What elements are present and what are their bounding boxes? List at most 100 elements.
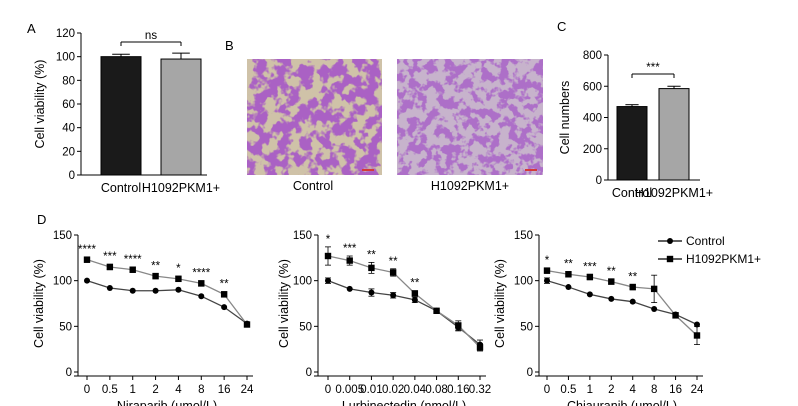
significance-label: ** (220, 279, 229, 291)
y-tick-label: 800 (583, 50, 602, 62)
series-line (546, 269, 698, 336)
x-axis-title: Lurbinectedin (nmol/L) (342, 399, 466, 406)
y-tick-label: 150 (293, 230, 312, 242)
data-point-pkm1 (455, 322, 462, 329)
data-point-control (629, 298, 636, 305)
data-point-control (175, 286, 182, 293)
bar (100, 56, 142, 176)
y-tick-label: 50 (299, 321, 312, 333)
data-point-control (198, 293, 205, 300)
y-axis-title: Cell viability (%) (493, 259, 507, 348)
data-point-pkm1 (672, 312, 679, 319)
legend-label: Control (686, 234, 725, 248)
series-line (86, 259, 248, 325)
y-axis-title: Cell viability (%) (277, 259, 291, 348)
x-tick-label: 0 (544, 384, 550, 396)
data-point-pkm1 (608, 278, 615, 285)
significance-label: **** (78, 244, 96, 256)
y-axis-title: Cell viability (%) (32, 259, 46, 348)
data-point-pkm1 (152, 272, 159, 280)
data-point-pkm1 (198, 280, 205, 287)
y-tick-label: 100 (514, 276, 533, 288)
data-point-pkm1 (629, 283, 636, 291)
significance-label: ** (628, 271, 637, 283)
data-point-control (325, 277, 331, 284)
micrograph-control (247, 59, 382, 175)
x-tick-label: 0.02 (382, 384, 404, 396)
bar (658, 88, 690, 181)
y-tick-label: 100 (53, 276, 72, 288)
micrograph-label-pkm1: H1092PKM1+ (431, 179, 509, 193)
x-axis-title: Chiauranib (μmol/L) (567, 399, 677, 406)
significance-label: **** (192, 268, 210, 280)
y-tick-label: 0 (527, 367, 533, 379)
y-tick-label: 50 (520, 321, 533, 333)
data-point-pkm1 (324, 252, 332, 260)
panel-d-letter: D (37, 212, 46, 227)
data-point-control (221, 304, 228, 311)
data-point-control (152, 287, 159, 294)
y-tick-label: 100 (293, 276, 312, 288)
x-tick-label: 24 (241, 384, 254, 396)
panel-c-letter: C (557, 19, 566, 34)
significance-label: * (176, 263, 181, 275)
series-line (546, 280, 698, 326)
data-point-pkm1 (543, 267, 551, 274)
legend-label: H1092PKM1+ (686, 252, 761, 266)
data-point-pkm1 (693, 332, 701, 339)
significance-label: ** (564, 259, 573, 271)
y-tick-label: 60 (62, 99, 75, 111)
y-tick-label: 50 (59, 321, 72, 333)
y-tick-label: 200 (583, 144, 602, 156)
series-line (86, 280, 248, 325)
x-tick-label: 0 (84, 384, 90, 396)
y-tick-label: 120 (56, 28, 75, 40)
x-tick-label: 4 (175, 384, 182, 396)
significance-label: ** (607, 266, 616, 278)
significance-label: *** (343, 243, 357, 255)
data-point-pkm1 (650, 285, 658, 293)
series-line (327, 280, 481, 346)
significance-label: *** (646, 62, 660, 74)
x-tick-label: 1 (587, 384, 593, 396)
data-point-pkm1 (565, 271, 572, 278)
x-tick-label: 2 (152, 384, 158, 396)
x-tick-label: 16 (218, 384, 231, 396)
x-tick-label: Control (612, 186, 652, 200)
y-tick-label: 0 (306, 367, 312, 379)
y-tick-label: 150 (514, 230, 533, 242)
y-tick-label: 0 (69, 170, 75, 182)
data-point-control (390, 292, 397, 299)
x-tick-label: 0.01 (360, 384, 382, 396)
data-point-pkm1 (368, 264, 375, 272)
y-tick-label: 100 (56, 52, 75, 64)
significance-label: *** (103, 251, 117, 263)
data-point-pkm1 (476, 344, 484, 351)
x-axis-title: Niraparib (μmol/L) (117, 399, 217, 406)
panel-b-letter: B (225, 38, 234, 53)
x-tick-label: 16 (669, 384, 682, 396)
data-point-pkm1 (220, 291, 228, 298)
significance-label: ns (145, 30, 157, 42)
micrograph-pkm1 (397, 59, 543, 175)
x-tick-label: H1092PKM1+ (635, 186, 713, 200)
data-point-pkm1 (433, 307, 440, 315)
micrograph-label-control: Control (293, 179, 333, 193)
x-tick-label: 0.16 (447, 384, 469, 396)
legend-marker-pkm1 (666, 255, 674, 263)
y-axis-title: Cell viability (%) (33, 60, 47, 149)
x-tick-label: 8 (198, 384, 204, 396)
data-point-pkm1 (389, 269, 397, 276)
data-point-control (565, 284, 572, 291)
data-point-pkm1 (83, 256, 91, 263)
data-point-control (586, 291, 593, 298)
legend-marker-control (667, 238, 673, 244)
scale-bar (362, 169, 374, 171)
significance-label: ** (410, 278, 419, 290)
data-point-control (84, 277, 90, 284)
x-tick-label: 0.5 (560, 384, 576, 396)
